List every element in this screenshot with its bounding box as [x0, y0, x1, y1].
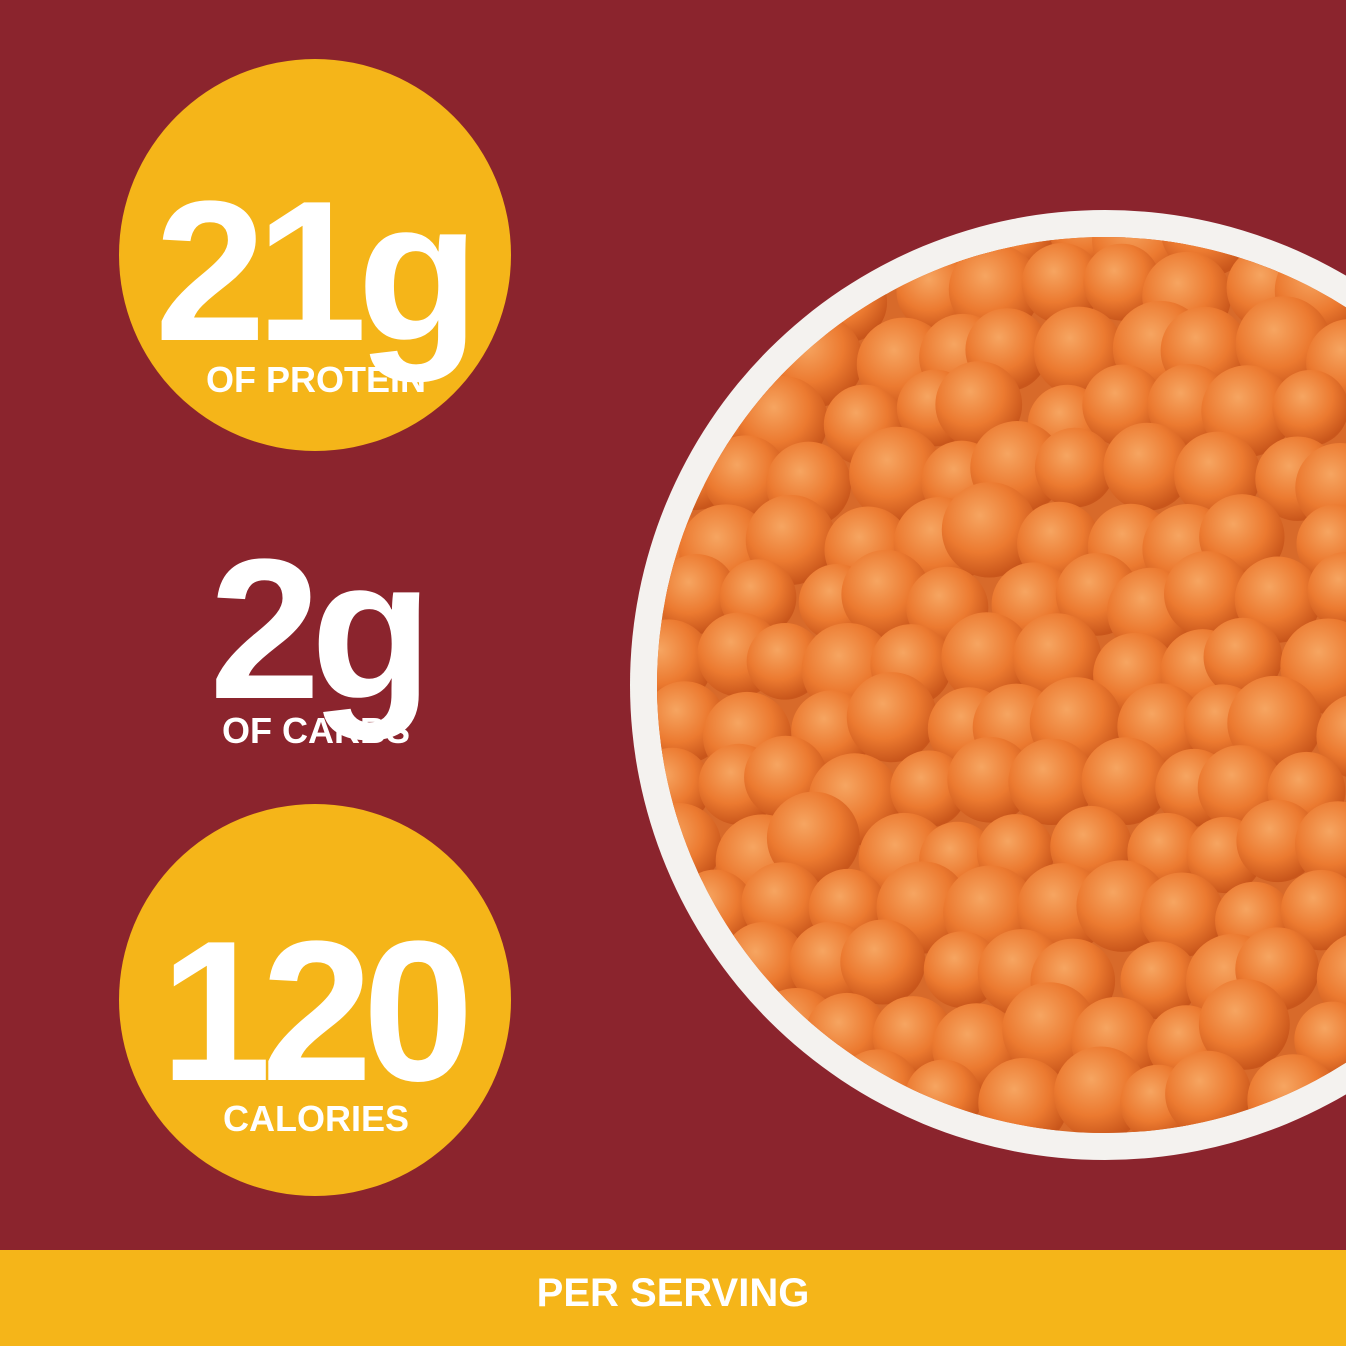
stat-value: 120 — [160, 900, 466, 1123]
puff — [1103, 422, 1192, 511]
puff — [1163, 551, 1250, 637]
puff — [1316, 693, 1346, 779]
puff — [1008, 738, 1095, 826]
footer-text: PER SERVING — [537, 1271, 810, 1315]
puff — [1272, 369, 1346, 446]
puff — [1295, 801, 1346, 888]
stat-circle — [119, 59, 511, 451]
puff — [1120, 941, 1199, 1020]
puff — [1083, 243, 1161, 321]
stat-circle — [119, 804, 511, 1196]
puff — [846, 672, 937, 763]
stat-value: 21g — [155, 160, 470, 383]
puff — [1236, 799, 1319, 883]
stat-label: CALORIES — [223, 1098, 409, 1139]
puff — [1307, 552, 1346, 630]
puff — [1296, 504, 1346, 584]
puff — [1294, 1001, 1346, 1078]
puff — [1280, 869, 1346, 951]
stat-label: OF CARBS — [222, 710, 410, 751]
puff — [1139, 872, 1225, 958]
stat-label: OF PROTEIN — [206, 359, 426, 400]
puff — [840, 919, 926, 1005]
puff — [1203, 617, 1283, 697]
puff — [890, 750, 968, 828]
puff — [1316, 931, 1346, 1026]
puff — [849, 426, 944, 522]
puff — [1021, 243, 1103, 324]
footer-band — [0, 1250, 1346, 1346]
stat-value: 2g — [209, 518, 422, 741]
puff — [941, 612, 1032, 703]
puff — [1034, 427, 1115, 508]
puff — [947, 736, 1034, 823]
puff — [941, 482, 1038, 578]
puff — [657, 554, 737, 635]
puff — [766, 791, 860, 885]
puff — [1081, 737, 1170, 826]
puff — [1198, 978, 1290, 1070]
puff — [703, 435, 788, 520]
